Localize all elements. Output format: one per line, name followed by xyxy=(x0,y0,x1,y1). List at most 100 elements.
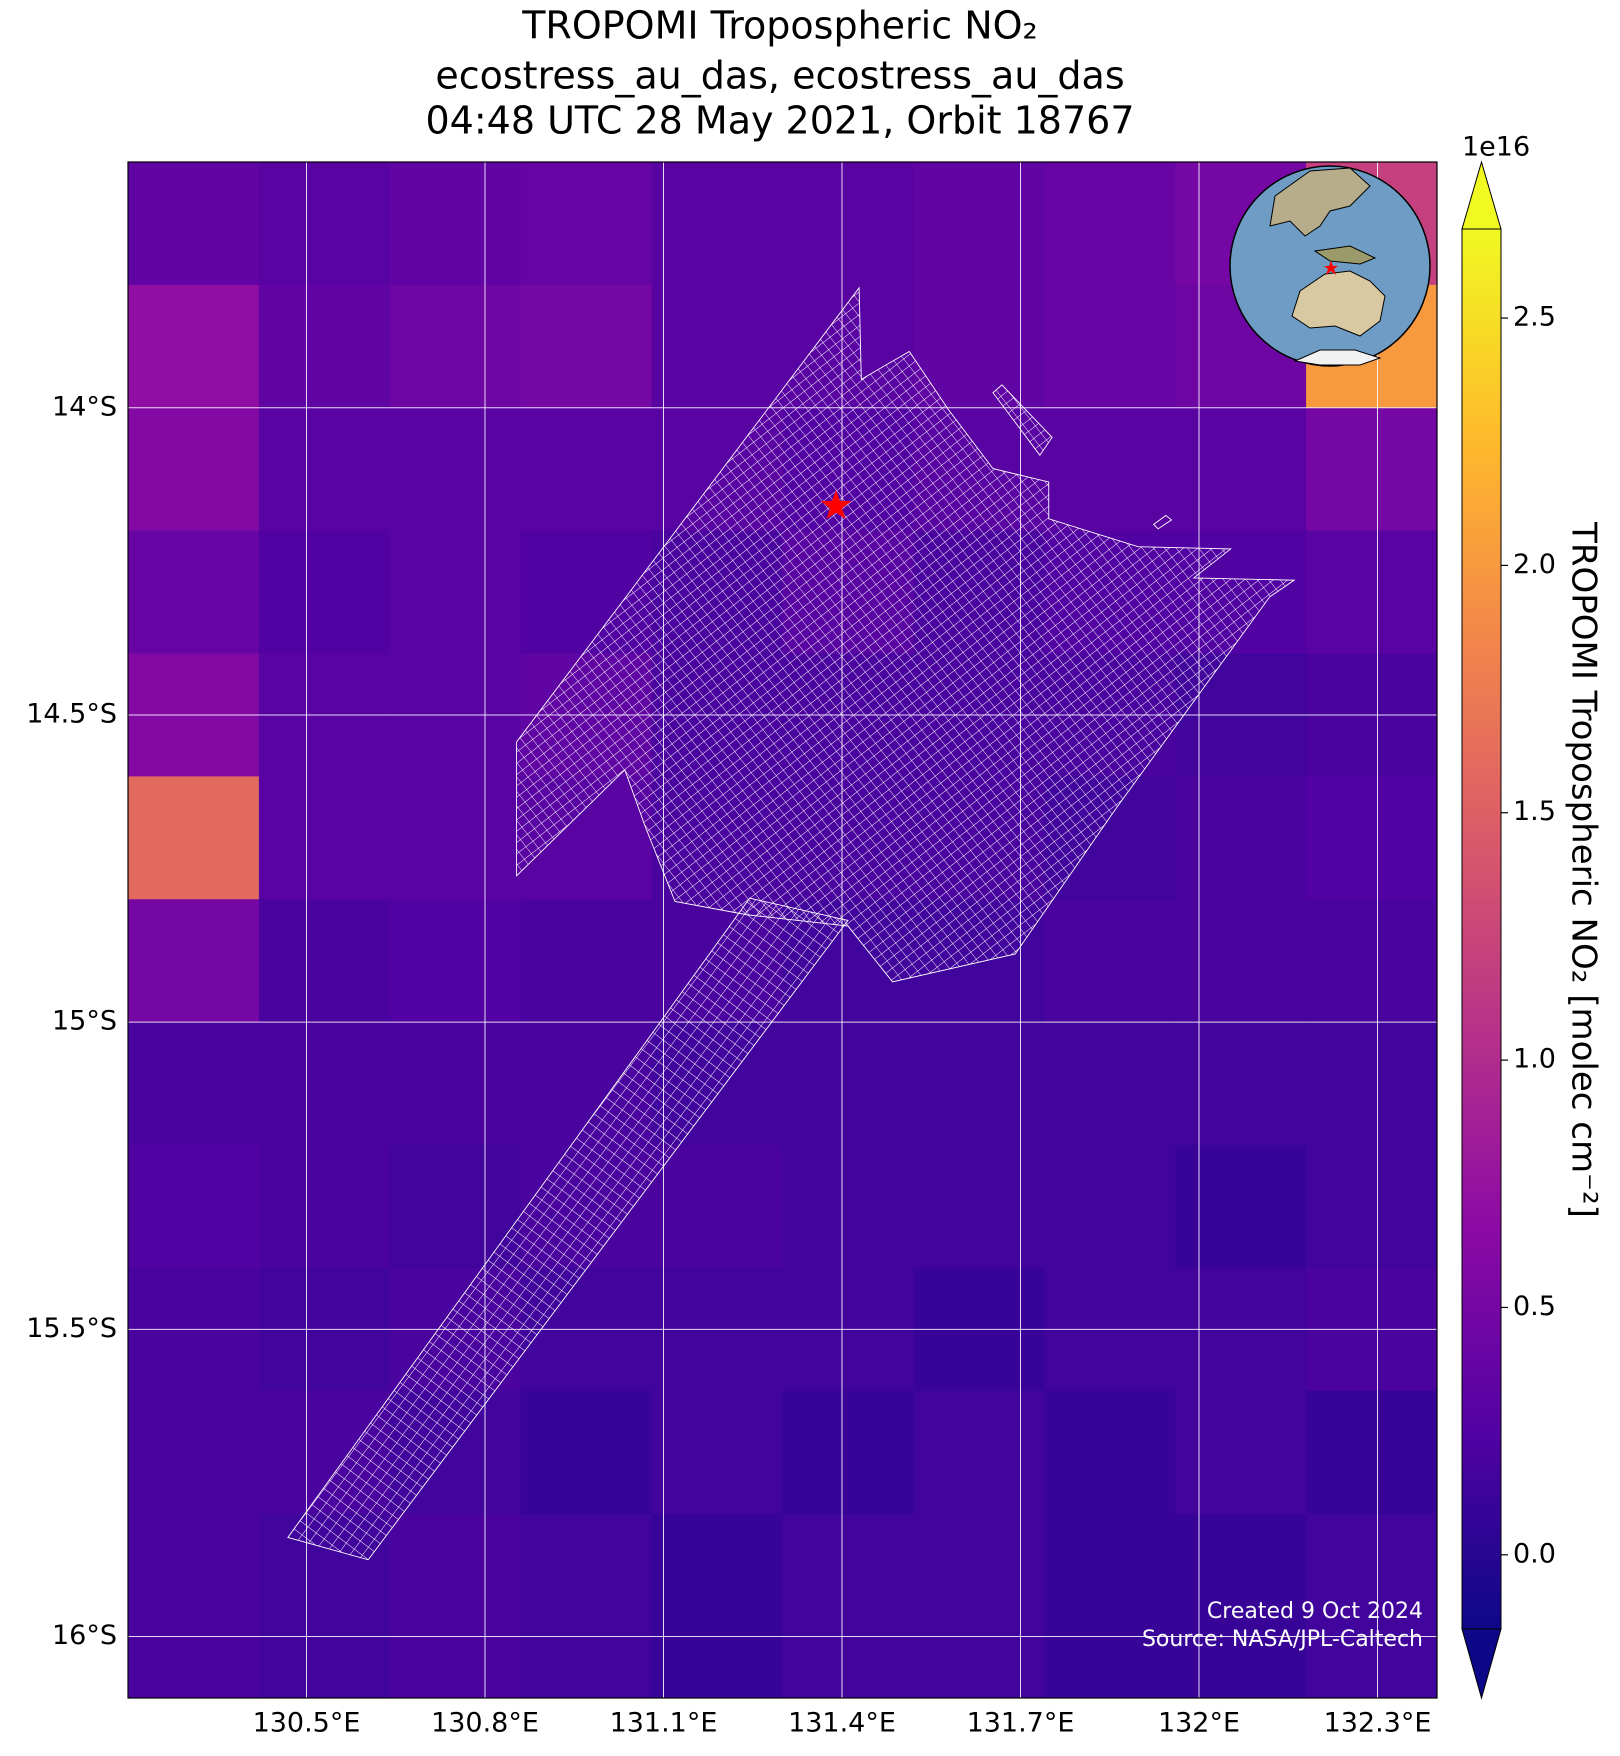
colorbar-gradient xyxy=(1461,228,1502,1630)
x-tick-label: 132°E xyxy=(1158,1708,1240,1739)
cell xyxy=(128,284,260,409)
cell xyxy=(1306,1022,1437,1146)
y-tick-label: 15.5°S xyxy=(26,1313,117,1344)
cell xyxy=(1306,530,1437,655)
cell xyxy=(258,162,391,286)
globe-land xyxy=(1291,270,1386,337)
colorbar-tick-label: 0.5 xyxy=(1513,1291,1556,1322)
cell xyxy=(1044,1513,1176,1698)
cell xyxy=(128,1390,260,1515)
cell xyxy=(1044,1390,1176,1515)
cell xyxy=(389,407,522,532)
cell xyxy=(913,162,1045,286)
colorbar-tick-label: 0.0 xyxy=(1513,1538,1556,1569)
cell xyxy=(913,1513,1045,1698)
site-marker xyxy=(820,490,852,519)
cell xyxy=(1175,1513,1307,1698)
footprint-small xyxy=(993,385,1052,455)
colorbar-extension xyxy=(1461,160,1502,230)
cell xyxy=(258,1145,391,1269)
cell xyxy=(913,1145,1045,1269)
y-tick-label: 15°S xyxy=(52,1006,117,1037)
cell xyxy=(128,1145,260,1269)
globe-land xyxy=(1293,349,1382,366)
footprint-block xyxy=(517,288,1295,982)
cell xyxy=(258,776,391,900)
cell xyxy=(1175,1145,1307,1269)
cell xyxy=(651,1390,783,1515)
footprints xyxy=(288,288,1294,1560)
cell xyxy=(1044,284,1176,409)
cell xyxy=(651,1145,783,1269)
cell xyxy=(782,1022,914,1146)
globe-inset xyxy=(1229,165,1431,367)
title-line: TROPOMI Tropospheric NO₂ xyxy=(521,4,1038,48)
cell xyxy=(1175,1022,1307,1146)
cell xyxy=(520,284,653,409)
cell xyxy=(389,1513,522,1698)
footprint-small xyxy=(1154,515,1172,528)
cell xyxy=(651,162,783,286)
cell xyxy=(128,1022,260,1146)
cell xyxy=(1044,1145,1176,1269)
cell xyxy=(1044,899,1176,1023)
cell xyxy=(1044,162,1176,286)
cell xyxy=(389,284,522,409)
cell xyxy=(1306,899,1437,1023)
cell xyxy=(128,407,260,532)
cell xyxy=(128,899,260,1023)
cell xyxy=(128,530,260,655)
cell xyxy=(1175,407,1307,532)
cell xyxy=(520,162,653,286)
cell xyxy=(389,1022,522,1146)
cell xyxy=(258,1022,391,1146)
cell xyxy=(258,899,391,1023)
y-tick-label: 14°S xyxy=(52,391,117,422)
cell xyxy=(651,1513,783,1698)
footer-text: Created 9 Oct 2024 xyxy=(1207,1599,1423,1624)
cell xyxy=(1044,407,1176,532)
cell xyxy=(520,899,653,1023)
cell xyxy=(1175,776,1307,900)
cell xyxy=(913,1390,1045,1515)
globe-land xyxy=(1269,167,1371,237)
cell xyxy=(389,530,522,655)
cell xyxy=(520,407,653,532)
cell xyxy=(1306,1513,1437,1698)
colorbar-exponent: 1e16 xyxy=(1462,132,1530,163)
colorbar-tick-label: 1.0 xyxy=(1513,1044,1556,1075)
cell xyxy=(782,162,914,286)
map-frame xyxy=(127,161,1438,1699)
cell xyxy=(651,284,783,409)
footer-text: Source: NASA/JPL-Caltech xyxy=(1142,1627,1423,1652)
cell xyxy=(258,284,391,409)
x-tick-label: 131.7°E xyxy=(967,1708,1075,1739)
cell xyxy=(389,162,522,286)
cell xyxy=(520,1390,653,1515)
colorbar-tick-label: 2.5 xyxy=(1513,302,1556,333)
x-tick-label: 132.3°E xyxy=(1324,1708,1432,1739)
colorbar-tick-label: 1.5 xyxy=(1513,796,1556,827)
y-tick-label: 16°S xyxy=(52,1620,117,1651)
globe-land xyxy=(1313,245,1377,265)
x-tick-label: 130.8°E xyxy=(431,1708,539,1739)
cell xyxy=(782,1513,914,1698)
colorbar-extension xyxy=(1461,1628,1502,1700)
colorbar: 0.0 0.5 1.0 1.5 2.0 2.5 xyxy=(1461,160,1556,1700)
cell xyxy=(128,1513,260,1698)
x-tick-label: 131.4°E xyxy=(788,1708,896,1739)
x-tick-label: 130.5°E xyxy=(253,1708,361,1739)
cell xyxy=(1044,1022,1176,1146)
cell xyxy=(128,162,260,286)
y-tick-label: 14.5°S xyxy=(26,698,117,729)
cell xyxy=(782,1145,914,1269)
cell xyxy=(520,1513,653,1698)
cell xyxy=(1306,1390,1437,1515)
cell xyxy=(1306,776,1437,900)
globe-star xyxy=(1324,261,1338,275)
cell xyxy=(258,407,391,532)
cell xyxy=(913,284,1045,409)
cell xyxy=(128,776,260,900)
cell xyxy=(1175,899,1307,1023)
